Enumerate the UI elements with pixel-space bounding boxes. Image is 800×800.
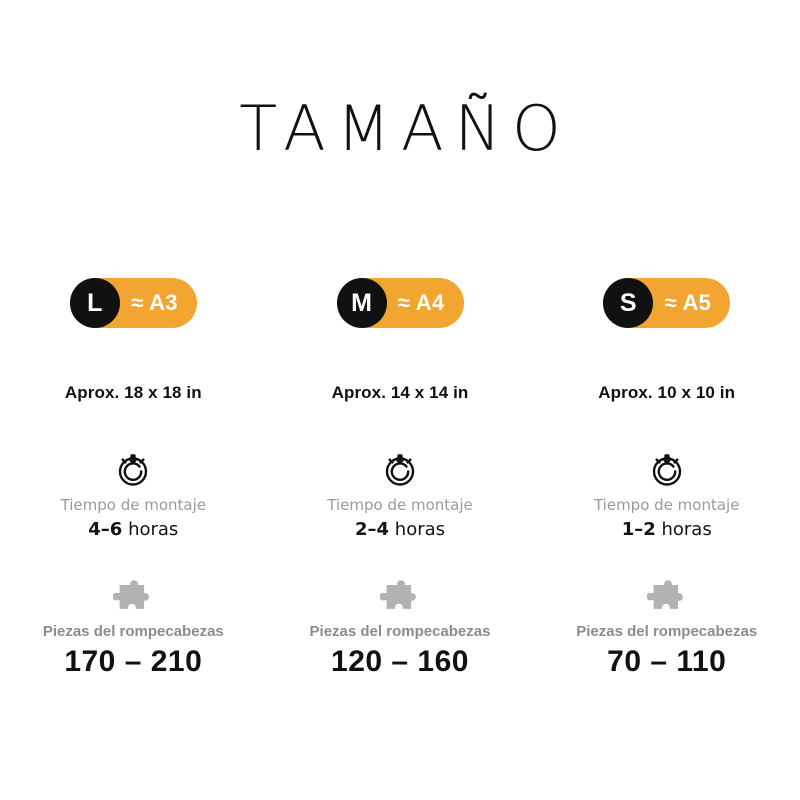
- puzzle-piece-icon: [380, 580, 416, 610]
- size-badge: M: [336, 278, 387, 328]
- piece-count-value: 70 – 110: [607, 644, 727, 678]
- size-options-row: ≈ A3 L Aprox. 18 x 18 in Tiempo de mon: [0, 278, 800, 679]
- size-badge-label: M: [351, 288, 372, 317]
- assembly-time-label: Tiempo de montaje: [60, 496, 207, 514]
- size-pill: ≈ A4 M: [336, 278, 464, 328]
- dimensions-text: Aprox. 10 x 10 in: [598, 383, 736, 402]
- piece-count-value: 120 – 160: [331, 644, 469, 678]
- piece-count-label: Piezas del rompecabezas: [309, 623, 491, 641]
- stopwatch-icon: [119, 454, 148, 486]
- size-pill: ≈ A5 S: [603, 278, 731, 328]
- assembly-time-block: Tiempo de montaje 4–6 horas: [61, 447, 206, 539]
- assembly-time-range: 2–4: [354, 518, 390, 540]
- assembly-time-block: Tiempo de montaje 2–4 horas: [327, 447, 473, 540]
- stopwatch-icon: [385, 454, 415, 486]
- assembly-time-unit: horas: [394, 518, 446, 540]
- assembly-time-value: 4–6 horas: [88, 518, 179, 540]
- assembly-time-range: 4–6: [88, 518, 123, 540]
- assembly-time-block: Tiempo de montaje 1–2 horas: [594, 447, 739, 539]
- size-badge: L: [69, 278, 120, 328]
- paper-equivalent-label: ≈ A3: [131, 290, 178, 315]
- piece-count-label: Piezas del rompecabezas: [42, 623, 224, 641]
- assembly-time-unit: horas: [128, 518, 179, 540]
- assembly-time-unit: horas: [661, 518, 712, 540]
- assembly-time-range: 1–2: [621, 518, 656, 540]
- size-badge-label: S: [619, 288, 637, 317]
- assembly-time-value: 2–4 horas: [354, 518, 446, 540]
- puzzle-piece-icon: [646, 580, 683, 610]
- size-badge: S: [603, 278, 654, 328]
- size-option-small: ≈ A5 S Aprox. 10 x 10 in Tiempo de mon: [533, 278, 800, 679]
- piece-count-block: Piezas del rompecabezas 120 – 160: [309, 577, 491, 679]
- assembly-time-label: Tiempo de montaje: [593, 496, 740, 514]
- size-pill: ≈ A3 L: [69, 278, 197, 328]
- size-option-medium: ≈ A4 M Aprox. 14 x 14 in Tiempo de mon: [267, 278, 534, 679]
- piece-count-block: Piezas del rompecabezas 170 – 210: [43, 577, 224, 679]
- assembly-time-label: Tiempo de montaje: [327, 496, 473, 514]
- puzzle-piece-icon: [113, 580, 150, 610]
- paper-equivalent-label: ≈ A4: [397, 290, 445, 315]
- page-title: TAMAÑO: [239, 92, 572, 165]
- size-badge-label: L: [87, 288, 103, 317]
- paper-equivalent-label: ≈ A5: [664, 290, 712, 315]
- dimensions-text: Aprox. 14 x 14 in: [331, 383, 469, 402]
- piece-count-value: 170 – 210: [64, 644, 203, 678]
- piece-count-label: Piezas del rompecabezas: [576, 623, 758, 641]
- assembly-time-value: 1–2 horas: [621, 518, 712, 540]
- piece-count-block: Piezas del rompecabezas 70 – 110: [576, 577, 757, 679]
- dimensions-text: Aprox. 18 x 18 in: [64, 383, 202, 402]
- size-option-large: ≈ A3 L Aprox. 18 x 18 in Tiempo de mon: [0, 278, 267, 679]
- stopwatch-icon: [652, 454, 681, 486]
